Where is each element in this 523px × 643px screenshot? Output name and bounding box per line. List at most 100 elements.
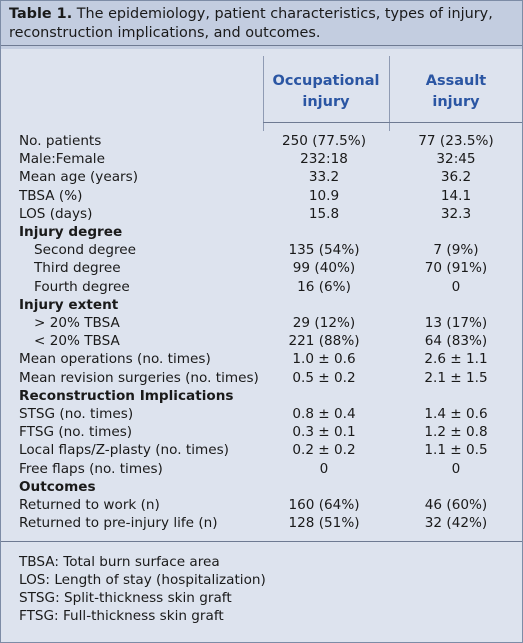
cell-assault: 32:45 xyxy=(436,151,476,168)
table-row: > 20% TBSA 29 (12%) 13 (17%) xyxy=(1,314,522,332)
cell-occupational: 16 (6%) xyxy=(297,278,351,295)
section-header-row: Injury degree xyxy=(1,223,522,241)
cell-assault: 46 (60%) xyxy=(424,497,488,513)
table-caption: Table 1. The epidemiology, patient chara… xyxy=(1,1,522,49)
section-label: Outcomes xyxy=(19,478,96,495)
cell-occupational: 0.3 ± 0.1 xyxy=(292,424,356,441)
column-header-assault: Assault injury xyxy=(389,61,523,122)
cell-occupational: 1.0 ± 0.6 xyxy=(292,351,356,368)
section-header-row: Reconstruction Implications xyxy=(1,387,522,405)
section-label: Injury extent xyxy=(19,296,119,313)
row-label: TBSA (%) xyxy=(19,187,83,204)
cell-occupational: 128 (51%) xyxy=(288,515,360,532)
table-row: Fourth degree 16 (6%) 0 xyxy=(1,278,522,296)
row-label: Mean operations (no. times) xyxy=(19,351,211,368)
row-label: Returned to work (n) xyxy=(19,497,160,513)
section-header-row: Outcomes xyxy=(1,478,522,496)
column-header-assault-line2: injury xyxy=(432,93,480,110)
table-row: Mean operations (no. times) 1.0 ± 0.6 2.6 … xyxy=(1,350,522,368)
row-label: Male:Female xyxy=(19,151,105,168)
footnote: TBSA: Total burn surface area xyxy=(19,554,220,570)
cell-assault: 32 (42%) xyxy=(424,515,488,532)
cell-occupational: 15.8 xyxy=(308,205,340,222)
cell-occupational: 135 (54%) xyxy=(288,242,360,259)
table-row: Returned to work (n) 160 (64%) 46 (60%) xyxy=(1,496,522,514)
section-label: Reconstruction Implications xyxy=(19,387,234,404)
table-row: Local flaps/Z-plasty (no. times) 0.2 ± 0.… xyxy=(1,441,522,459)
cell-assault: 13 (17%) xyxy=(424,315,488,331)
cell-occupational: 0.5 ± 0.2 xyxy=(292,369,356,386)
cell-occupational: 160 (64%) xyxy=(288,497,360,513)
cell-occupational: 29 (12%) xyxy=(292,315,356,331)
cell-occupational: 232:18 xyxy=(300,151,348,168)
cell-assault: 0 xyxy=(451,278,461,295)
cell-assault: 1.4 ± 0.6 xyxy=(424,406,488,422)
table-row: < 20% TBSA 221 (88%) 64 (83%) xyxy=(1,332,522,350)
row-label: STSG (no. times) xyxy=(19,406,134,422)
table-row: FTSG (no. times) 0.3 ± 0.1 1.2 ± 0.8 xyxy=(1,423,522,441)
cell-assault: 1.1 ± 0.5 xyxy=(424,442,488,459)
cell-occupational: 221 (88%) xyxy=(288,333,360,350)
cell-assault: 70 (91%) xyxy=(424,260,488,277)
section-label: Injury degree xyxy=(19,224,123,240)
row-label: Mean revision surgeries (no. times) xyxy=(19,369,259,386)
header-column-divider xyxy=(389,56,390,131)
table-row: Free flaps (no. times) 0 0 xyxy=(1,460,522,478)
table-row: Male:Female 232:18 32:45 xyxy=(1,150,522,168)
table-row: TBSA (%) 10.9 14.1 xyxy=(1,187,522,205)
table-row: Returned to pre-injury life (n) 128 (51%)… xyxy=(1,514,522,532)
row-label: No. patients xyxy=(19,133,102,149)
cell-assault: 36.2 xyxy=(440,169,472,186)
table-row: Second degree 135 (54%) 7 (9%) xyxy=(1,241,522,259)
cell-occupational: 0 xyxy=(319,460,329,477)
header-top-rule xyxy=(1,45,522,46)
row-label: Fourth degree xyxy=(34,278,130,295)
row-label: Mean age (years) xyxy=(19,169,139,186)
cell-occupational: 10.9 xyxy=(308,187,340,204)
cell-assault: 1.2 ± 0.8 xyxy=(424,424,488,441)
cell-assault: 0 xyxy=(451,460,461,477)
column-header-occupational-line1: Occupational xyxy=(272,72,380,89)
cell-assault: 77 (23.5%) xyxy=(418,133,494,149)
column-header-assault-line1: Assault xyxy=(425,72,487,89)
cell-occupational: 99 (40%) xyxy=(292,260,356,277)
table-footnotes: TBSA: Total burn surface area LOS: Lengt… xyxy=(19,553,266,625)
body-bottom-rule xyxy=(1,541,522,542)
row-label: Third degree xyxy=(34,260,121,277)
section-header-row: Injury extent xyxy=(1,296,522,314)
cell-occupational: 250 (77.5%) xyxy=(281,133,367,149)
cell-assault: 14.1 xyxy=(440,187,472,204)
cell-assault: 2.1 ± 1.5 xyxy=(424,369,488,386)
row-label: Returned to pre-injury life (n) xyxy=(19,515,218,532)
table-caption-label: Table 1. xyxy=(9,6,73,22)
column-header-occupational-line2: injury xyxy=(302,93,350,110)
table-row: No. patients 250 (77.5%) 77 (23.5%) xyxy=(1,132,522,150)
cell-occupational: 0.2 ± 0.2 xyxy=(292,442,356,459)
row-label: Free flaps (no. times) xyxy=(19,460,163,477)
footnote: FTSG: Full-thickness skin graft xyxy=(19,608,224,624)
row-label: < 20% TBSA xyxy=(34,333,120,350)
table-caption-text: The epidemiology, patient characteristic… xyxy=(9,6,493,41)
table-row: LOS (days) 15.8 32.3 xyxy=(1,205,522,223)
table-row: Third degree 99 (40%) 70 (91%) xyxy=(1,259,522,277)
cell-occupational: 0.8 ± 0.4 xyxy=(292,406,356,422)
cell-assault: 2.6 ± 1.1 xyxy=(424,351,488,368)
table-row: Mean revision surgeries (no. times) 0.5 ±… xyxy=(1,369,522,387)
row-label: Local flaps/Z-plasty (no. times) xyxy=(19,442,229,459)
row-label: Second degree xyxy=(34,242,136,259)
footnote: LOS: Length of stay (hospitalization) xyxy=(19,572,266,588)
table-row: Mean age (years) 33.2 36.2 xyxy=(1,168,522,186)
cell-assault: 32.3 xyxy=(440,205,472,222)
column-header-occupational: Occupational injury xyxy=(263,61,389,122)
header-bottom-rule xyxy=(263,122,522,123)
row-label: > 20% TBSA xyxy=(34,315,120,331)
table-row: STSG (no. times) 0.8 ± 0.4 1.4 ± 0.6 xyxy=(1,405,522,423)
footnote: STSG: Split-thickness skin graft xyxy=(19,590,232,606)
cell-occupational: 33.2 xyxy=(308,169,340,186)
row-label: FTSG (no. times) xyxy=(19,424,133,441)
cell-assault: 7 (9%) xyxy=(433,242,479,259)
cell-assault: 64 (83%) xyxy=(424,333,488,350)
row-label: LOS (days) xyxy=(19,205,93,222)
header-column-divider xyxy=(263,56,264,131)
